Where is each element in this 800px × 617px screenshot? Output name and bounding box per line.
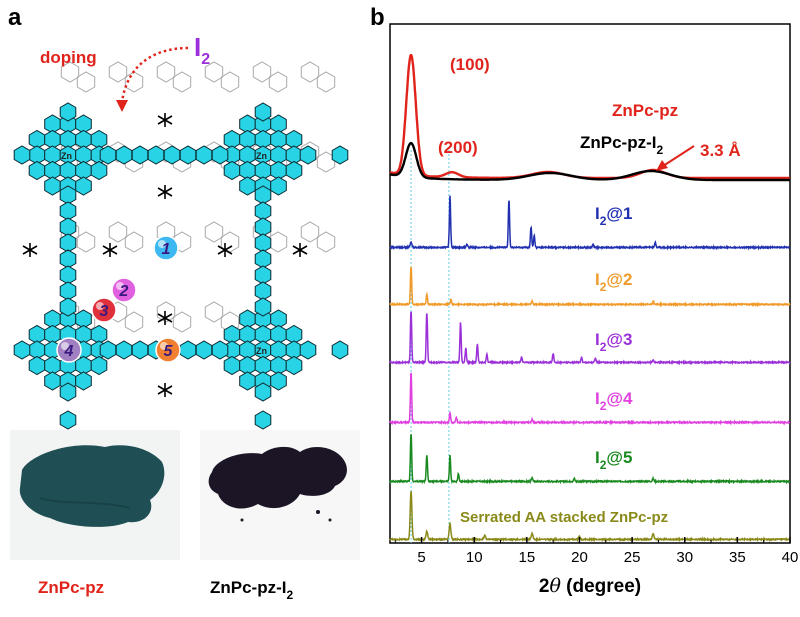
xrd-trace (389, 195, 791, 251)
x-tick-label: 20 (571, 549, 588, 566)
powder-znpc-pz (19, 445, 165, 527)
svg-text:2: 2 (119, 283, 129, 300)
iodine-site-2: 2 (111, 277, 137, 303)
photo-znpc-pz (10, 430, 180, 560)
svg-text:1: 1 (162, 241, 171, 258)
iodine-site-5: 5 (155, 337, 181, 363)
x-axis-title: 2θ (degree) (539, 575, 641, 597)
series-label: I2@5 (595, 448, 632, 472)
x-tick-label: 30 (676, 549, 693, 566)
cyan-framework (13, 102, 349, 430)
series-labels: ZnPc-pz ZnPc-pz-I2 I2@1 I2@2 I2@3 I2@4 I2@5 Ser… (460, 101, 678, 526)
zn-atom-label: Zn (256, 346, 267, 356)
x-tick-label: 25 (624, 549, 641, 566)
caption-znpc-pz: ZnPc-pz (38, 578, 104, 597)
stacked-layer-grey (60, 61, 336, 333)
iodine-site-1: 1 (153, 235, 179, 261)
doping-arrowhead (116, 100, 128, 112)
series-label: I2@1 (595, 204, 632, 228)
caption-znpc-pz-i2: ZnPc-pz-I2 (210, 578, 294, 602)
zn-atom-label: Zn (61, 151, 72, 161)
spacing-arrow (659, 145, 695, 169)
spacing-label: 3.3 Å (700, 141, 741, 160)
xrd-chart: 5 10 15 20 25 30 35 40 ZnPc-pz ZnPc-pz-I2 I2@1 I2@… (389, 23, 799, 597)
iodine-site-3: 3 (91, 297, 117, 323)
xrd-trace (389, 141, 790, 182)
x-tick-label: 10 (466, 549, 483, 566)
x-tick-label: 35 (729, 549, 746, 566)
photo-znpc-pz-i2 (200, 430, 360, 560)
panel-letter-a: a (8, 4, 22, 31)
doping-label: doping (40, 48, 97, 67)
series-label: I2@2 (595, 270, 632, 294)
zn-atom-label: Zn (256, 151, 267, 161)
x-axis: 5 10 15 20 25 30 35 40 (394, 537, 799, 566)
panel-b: b 5 10 15 20 25 30 35 40 ZnPc-pz ZnPc-pz-I2 I2@1 I… (370, 0, 800, 617)
x-tick-label: 40 (782, 549, 799, 566)
svg-text:3: 3 (100, 303, 109, 320)
spacing-arrowhead (656, 160, 668, 171)
series-label: ZnPc-pz (612, 101, 678, 120)
xrd-trace (389, 491, 791, 543)
dopant-label: I2 (194, 32, 210, 68)
svg-text:5: 5 (164, 343, 174, 360)
xrd-trace (389, 311, 791, 366)
series-label: ZnPc-pz-I2 (580, 133, 664, 157)
plot-frame (389, 23, 791, 544)
series-label: I2@4 (595, 389, 633, 413)
xrd-trace (389, 434, 791, 485)
panel-letter-b: b (370, 4, 385, 31)
svg-text:4: 4 (64, 343, 74, 360)
iodine-site-4: 4 (56, 337, 82, 363)
xrd-traces (389, 54, 791, 543)
xrd-trace (389, 372, 791, 426)
peak-label-100: (100) (450, 55, 490, 74)
x-tick-label: 5 (417, 549, 425, 566)
reference-lines (410, 150, 450, 543)
peak-label-200: (200) (438, 138, 478, 157)
doping-arrow (120, 46, 189, 103)
series-label: Serrated AA stacked ZnPc-pz (460, 509, 668, 526)
series-label: I2@3 (595, 330, 632, 354)
powder-znpc-pz-i2 (208, 446, 347, 509)
xrd-trace (389, 266, 791, 308)
x-tick-label: 15 (518, 549, 535, 566)
